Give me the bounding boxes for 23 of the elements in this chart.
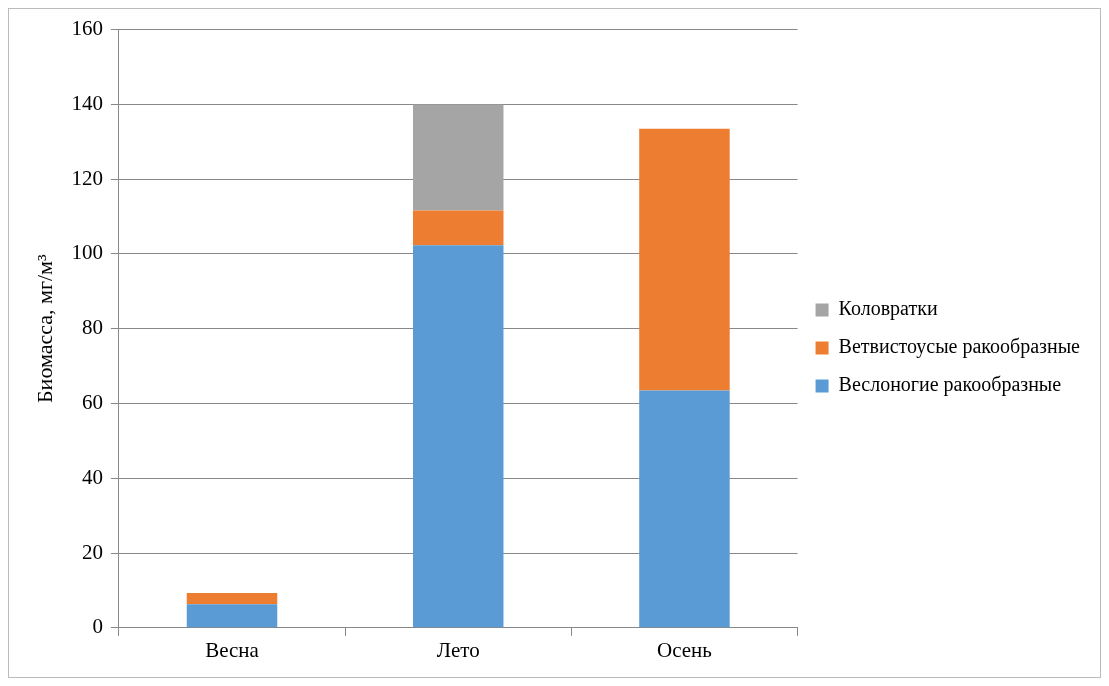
y-tick-label: 0: [92, 614, 103, 639]
bar: [186, 593, 278, 605]
y-tick-label: 20: [81, 539, 103, 564]
y-tick-label: 140: [71, 90, 103, 115]
bar: [412, 245, 504, 628]
legend-label: Веслоногие ракообразные: [838, 373, 1062, 397]
x-tick-label: Весна: [205, 637, 260, 662]
x-tick-label: Лето: [436, 637, 480, 662]
y-tick-label: 80: [81, 315, 103, 340]
legend-label: Коловратки: [838, 297, 938, 321]
bar: [412, 104, 504, 211]
y-tick-label: 120: [71, 165, 103, 190]
y-axis-title: Биомасса, мг/м³: [31, 253, 57, 404]
bar: [186, 604, 278, 628]
x-tick-label: Осень: [657, 637, 712, 662]
bar: [412, 210, 504, 246]
bar: [639, 390, 730, 628]
y-tick-label: 100: [71, 240, 103, 265]
legend-label: Ветвистоусые ракообразные: [838, 335, 1081, 359]
y-tick-label: 40: [81, 464, 103, 489]
y-tick-label: 160: [71, 16, 103, 41]
y-tick-label: 60: [81, 389, 103, 414]
bar: [639, 128, 730, 391]
